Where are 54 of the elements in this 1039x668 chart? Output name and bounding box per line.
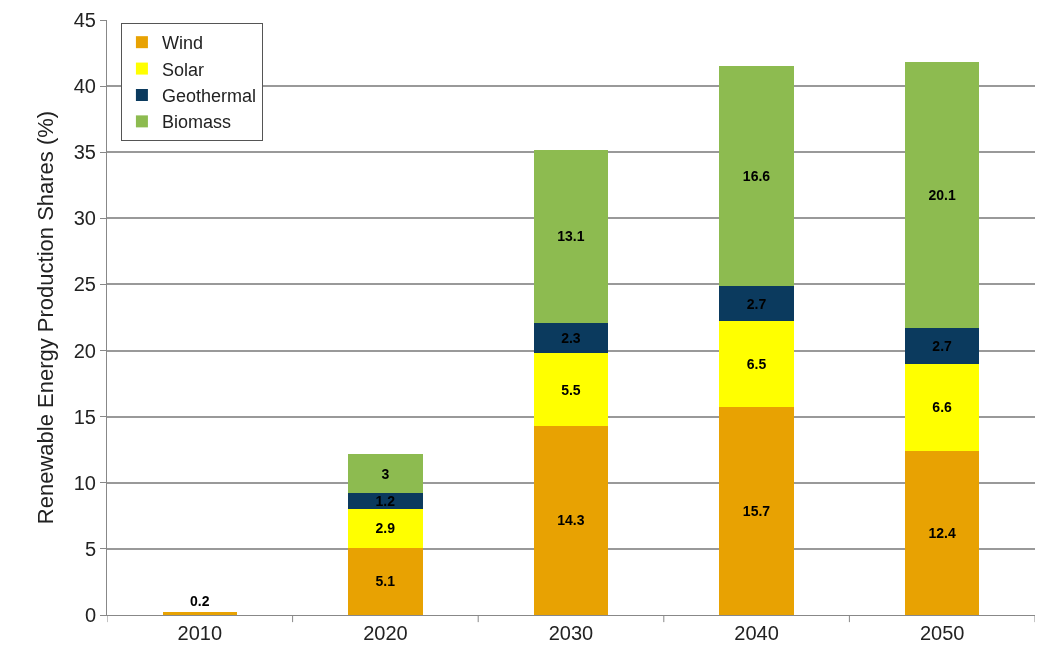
bar — [905, 451, 980, 615]
y-tick-label: 45 — [73, 9, 96, 31]
data-label: 14.3 — [557, 512, 585, 529]
y-tick-label: 30 — [73, 207, 96, 230]
bar — [719, 285, 794, 322]
x-tick-label: 2020 — [363, 622, 408, 644]
bar — [719, 321, 794, 408]
data-label: 6.5 — [746, 356, 767, 373]
y-tick-label: 40 — [73, 75, 96, 98]
data-label: 0.2 — [189, 593, 210, 610]
y-axis-title: Renewable Energy Production Shares (%) — [32, 110, 58, 525]
legend-label: Solar — [161, 59, 204, 80]
bar — [905, 363, 980, 452]
data-label: 5.5 — [561, 381, 581, 398]
data-label: 20.1 — [928, 187, 956, 204]
data-label: 16.6 — [742, 168, 771, 185]
bar — [905, 62, 980, 329]
bar — [719, 66, 794, 286]
bar — [719, 407, 794, 615]
y-tick-label: 5 — [84, 537, 96, 560]
bar — [162, 612, 237, 615]
x-tick-label: 2040 — [734, 622, 779, 644]
data-label: 5.1 — [375, 573, 396, 590]
data-label: 2.7 — [746, 295, 767, 312]
bar — [348, 493, 423, 510]
legend-label: Wind — [161, 33, 203, 54]
y-tick-label: 15 — [73, 405, 96, 428]
data-label: 2.9 — [375, 520, 396, 537]
y-tick-label: 35 — [73, 141, 96, 164]
y-tick-label: 10 — [73, 471, 96, 494]
bar — [348, 547, 423, 615]
data-label: 2.7 — [932, 337, 953, 354]
bar — [348, 509, 423, 548]
x-tick-label: 2030 — [548, 622, 594, 644]
x-tick-label: 2050 — [919, 622, 965, 644]
legend-label: Geothermal — [161, 86, 256, 106]
legend-label: Biomass — [161, 112, 231, 133]
data-label: 2.3 — [561, 329, 581, 346]
y-tick-label: 25 — [73, 273, 96, 296]
y-tick-label: 0 — [84, 604, 96, 626]
data-label: 13.1 — [557, 228, 585, 245]
y-tick-label: 20 — [73, 339, 96, 362]
data-label: 15.7 — [742, 503, 771, 520]
data-label: 1.2 — [375, 493, 396, 510]
data-label: 3 — [381, 465, 390, 482]
bar — [533, 322, 609, 354]
data-label: 6.6 — [932, 399, 953, 416]
data-label: 12.4 — [928, 525, 956, 542]
bar — [533, 353, 609, 426]
bar — [348, 453, 423, 494]
bar — [905, 328, 980, 364]
bar — [533, 425, 609, 615]
bar — [533, 149, 609, 323]
x-tick-label: 2010 — [177, 622, 223, 644]
